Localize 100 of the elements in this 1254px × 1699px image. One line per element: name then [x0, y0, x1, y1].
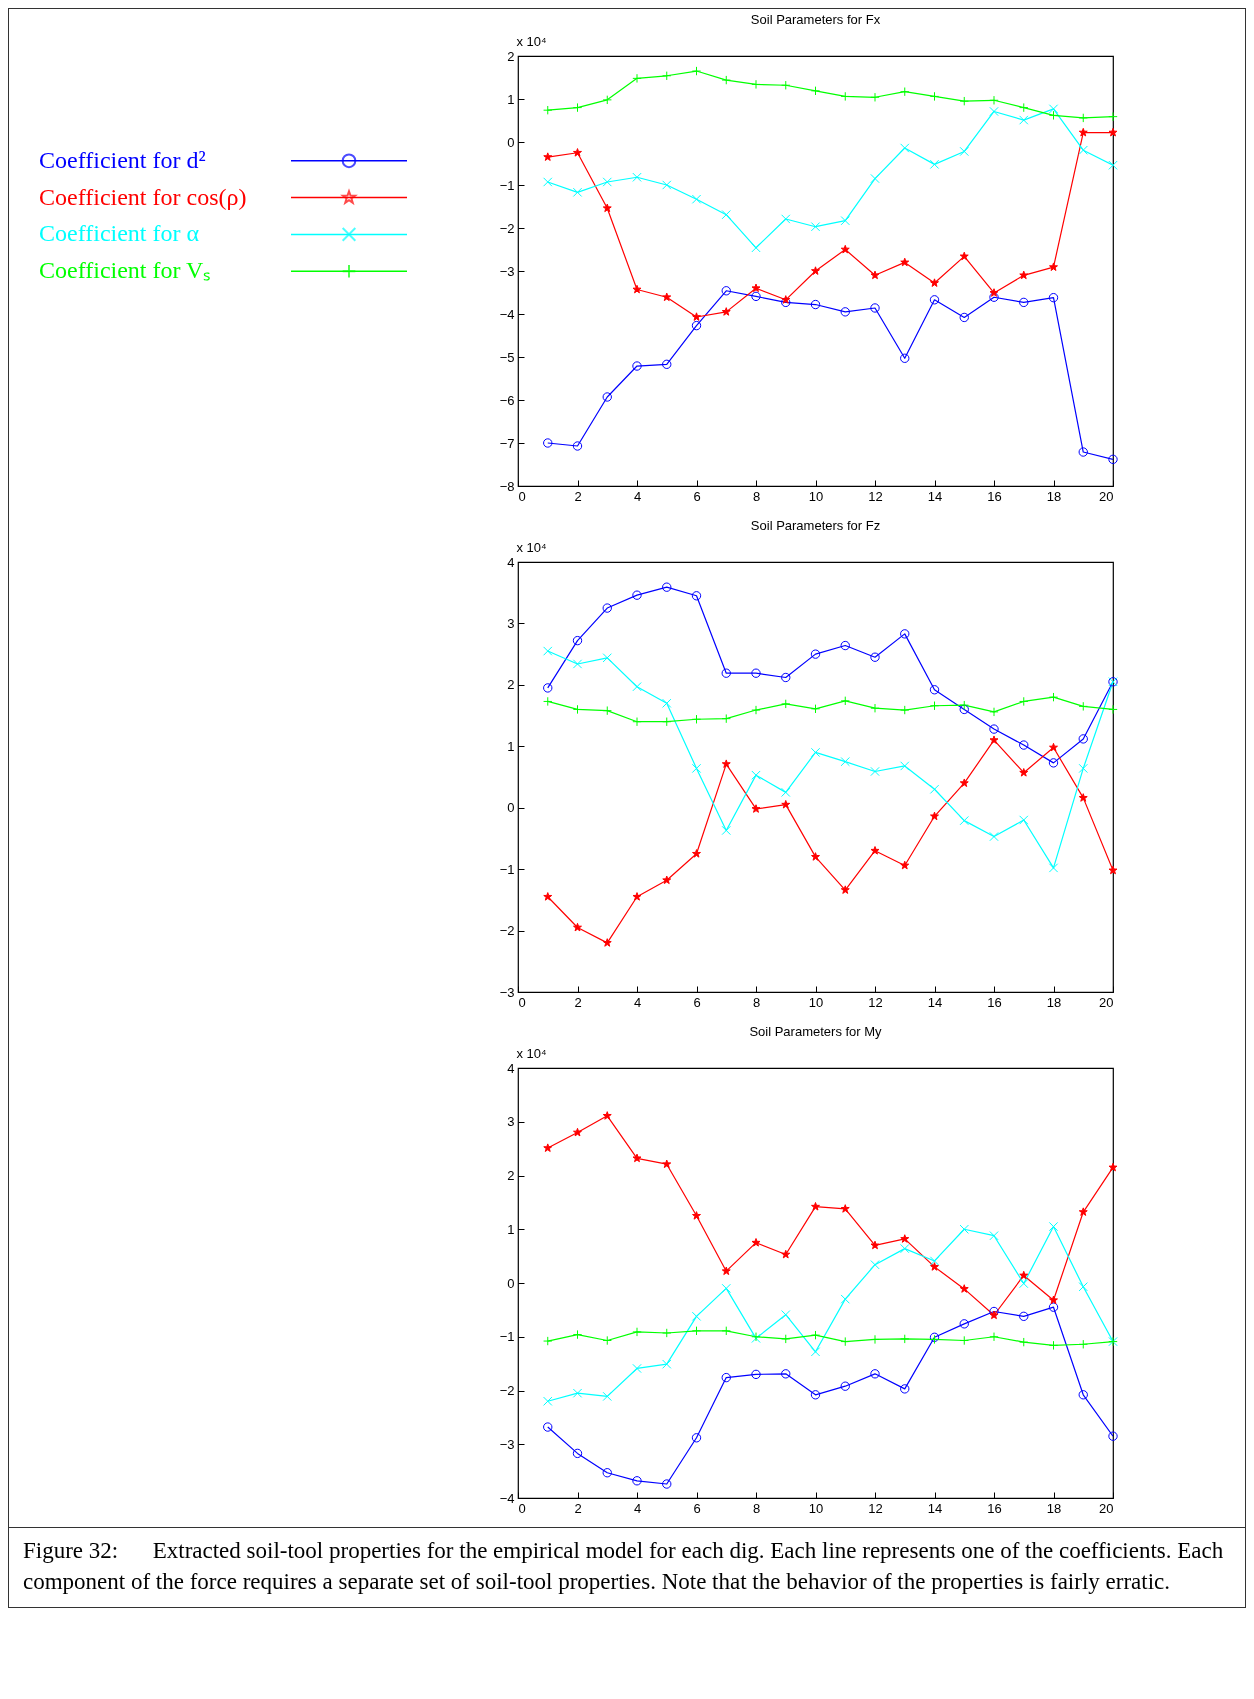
- point: [900, 629, 910, 639]
- point: [810, 1347, 821, 1357]
- point: [721, 209, 731, 220]
- point: [781, 1310, 791, 1320]
- x-tick-label: 4: [633, 1500, 642, 1516]
- point: [721, 1266, 731, 1276]
- point: [840, 1294, 850, 1304]
- y-tick-label: −2: [499, 1383, 515, 1398]
- point: [959, 1335, 969, 1346]
- x-tick-label: 2: [574, 1500, 582, 1516]
- y-tick-label: 1: [507, 738, 515, 754]
- x-tick-label: 2: [574, 488, 582, 504]
- y-tick-label: −4: [499, 306, 515, 322]
- point: [632, 172, 642, 182]
- point: [692, 312, 701, 321]
- point: [840, 1204, 850, 1213]
- point: [811, 266, 820, 275]
- point: [781, 1369, 791, 1379]
- point: [632, 284, 642, 294]
- point: [929, 159, 940, 170]
- point: [781, 295, 791, 304]
- point: [721, 825, 731, 836]
- point: [1108, 111, 1118, 122]
- point: [602, 1335, 612, 1346]
- point: [870, 766, 880, 777]
- point: [721, 668, 731, 678]
- chart-title: Soil Parameters for Fz: [750, 518, 881, 533]
- point: [662, 1479, 672, 1489]
- point: [1019, 1337, 1029, 1347]
- y-tick-label: −8: [499, 478, 515, 494]
- point: [543, 683, 553, 693]
- point: [602, 177, 612, 187]
- point: [989, 1231, 999, 1241]
- x-tick-label: 4: [633, 994, 642, 1010]
- point: [1019, 740, 1029, 750]
- point: [900, 860, 910, 870]
- point: [572, 441, 583, 451]
- y-tick-label: 0: [507, 800, 515, 816]
- x-tick-label: 8: [752, 488, 761, 504]
- x-tick-label: 14: [927, 488, 943, 504]
- point: [989, 288, 999, 297]
- point: [900, 1243, 910, 1254]
- point: [1078, 1207, 1088, 1216]
- y-tick-label: −4: [499, 1490, 515, 1506]
- point: [632, 892, 642, 901]
- x-tick-label: 0: [518, 1500, 526, 1516]
- point: [1048, 292, 1059, 303]
- point: [810, 747, 821, 758]
- point: [1048, 1340, 1059, 1351]
- x-tick-label: 20: [1099, 488, 1114, 504]
- chart-title: Soil Parameters for My: [749, 1024, 883, 1039]
- point: [1108, 704, 1118, 715]
- point: [751, 770, 761, 780]
- point: [1048, 110, 1059, 121]
- x-tick-label: 10: [808, 488, 824, 504]
- point: [840, 1381, 850, 1391]
- point: [662, 582, 672, 592]
- point: [1019, 1270, 1029, 1280]
- point: [959, 1319, 969, 1329]
- y-tick-label: 4: [507, 1060, 515, 1076]
- point: [632, 1327, 642, 1337]
- point: [1078, 127, 1088, 137]
- point: [1049, 742, 1058, 752]
- point: [602, 603, 612, 613]
- point: [543, 696, 553, 707]
- point: [721, 1283, 731, 1294]
- x-tick-label: 20: [1099, 994, 1114, 1010]
- point: [840, 216, 850, 226]
- point: [721, 759, 731, 768]
- point: [543, 1143, 553, 1152]
- point: [1078, 145, 1088, 155]
- y-tick-label: −1: [499, 1329, 515, 1345]
- point: [632, 361, 642, 371]
- point: [751, 668, 761, 678]
- point: [543, 152, 553, 161]
- point: [1019, 115, 1029, 125]
- point: [691, 194, 702, 204]
- point: [632, 73, 642, 84]
- point: [662, 1159, 672, 1169]
- point: [989, 724, 999, 734]
- point: [662, 1328, 672, 1338]
- point: [1078, 734, 1088, 744]
- point: [751, 1369, 761, 1380]
- point: [1048, 104, 1059, 114]
- chart-title: Soil Parameters for Fx: [750, 12, 881, 27]
- y-tick-label: 2: [507, 48, 515, 64]
- x-tick-label: 20: [1099, 1500, 1114, 1516]
- point: [632, 1153, 642, 1163]
- point: [721, 1372, 731, 1383]
- point: [573, 148, 582, 157]
- x-tick-label: 18: [1046, 994, 1062, 1010]
- point: [632, 717, 642, 727]
- y-tick-label: −5: [499, 349, 515, 365]
- point: [602, 938, 612, 947]
- point: [602, 1111, 612, 1120]
- point: [870, 270, 880, 280]
- y-tick-label: −1: [499, 861, 515, 877]
- point: [602, 1468, 612, 1478]
- point: [1019, 815, 1029, 825]
- x-tick-label: 14: [927, 1500, 943, 1516]
